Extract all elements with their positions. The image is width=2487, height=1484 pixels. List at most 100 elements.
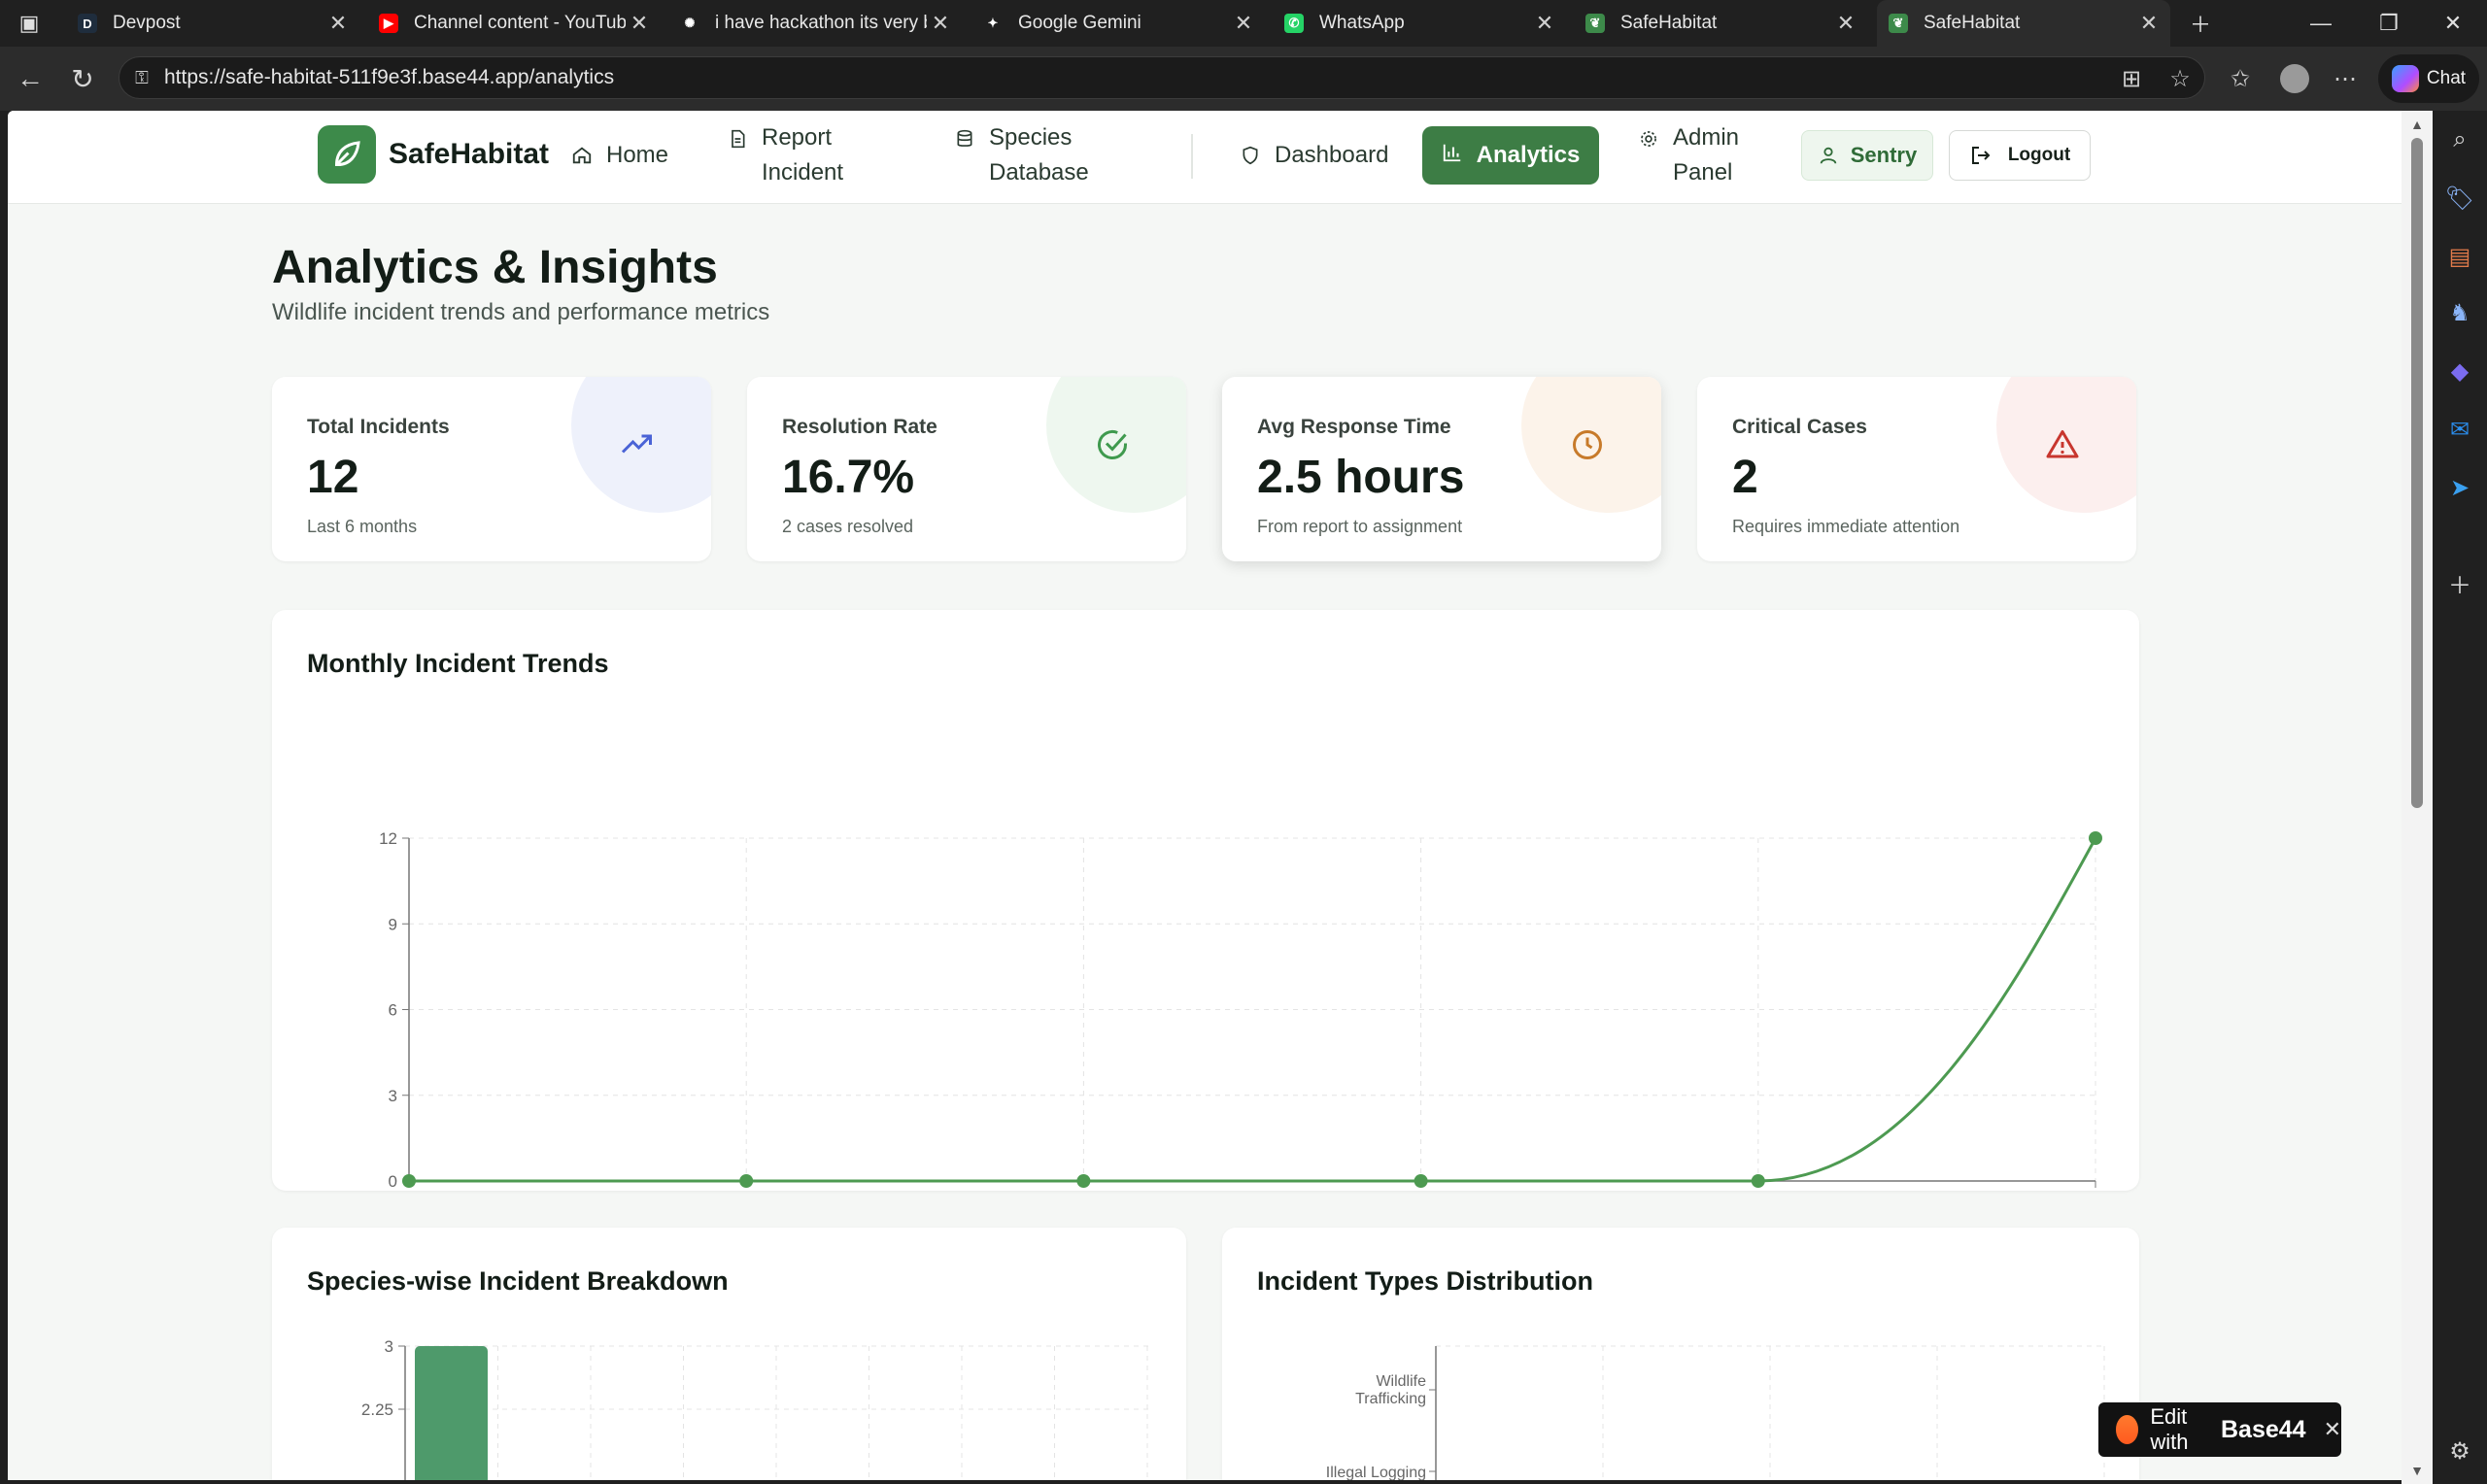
send-icon[interactable]: ➤ (2449, 474, 2470, 501)
browser-tab[interactable]: ❦ SafeHabitat ✕ (1574, 0, 1867, 47)
url-text[interactable]: https://safe-habitat-511f9e3f.base44.app… (164, 66, 615, 88)
reload-icon[interactable]: ↻ (71, 63, 94, 94)
nav-report-incident[interactable]: Report Incident (727, 120, 863, 190)
tab-title: Google Gemini (1018, 13, 1141, 33)
user-icon (1820, 147, 1836, 164)
briefcase-icon[interactable]: ▤ (2448, 243, 2471, 270)
profile-avatar-icon[interactable] (2273, 47, 2316, 111)
browser-tab[interactable]: ▶ Channel content - YouTube ✕ (367, 0, 661, 47)
y-tick-label: 3 (389, 1087, 397, 1105)
close-tab-icon[interactable]: ✕ (1234, 11, 1253, 35)
games-icon[interactable]: ♞ (2449, 299, 2470, 326)
restore-icon[interactable]: ❐ (2379, 11, 2399, 35)
stat-value: 2 (1732, 452, 1758, 503)
x-tick-label: Oct (1746, 1190, 1772, 1191)
shield-icon (1240, 145, 1261, 166)
species-bar (415, 1346, 488, 1480)
lock-icon: ⚿ (135, 67, 149, 87)
edit-with-base44-button[interactable]: Edit with Base44 ✕ (2098, 1402, 2341, 1457)
browser-tab[interactable]: ❦ SafeHabitat ✕ (1877, 0, 2170, 47)
tab-actions-icon[interactable]: ▣ (18, 11, 40, 35)
minimize-icon[interactable]: — (2310, 11, 2332, 35)
browser-tab[interactable]: D Devpost ✕ (66, 0, 359, 47)
bar-chart-icon (1442, 142, 1463, 170)
close-window-icon[interactable]: ✕ (2443, 11, 2463, 35)
logout-button[interactable]: Logout (1949, 130, 2091, 181)
stat-note: 2 cases resolved (782, 517, 914, 536)
shopping-tag-icon[interactable]: 🏷 (2444, 185, 2475, 212)
user-profile-button[interactable]: Sentry (1801, 130, 1933, 181)
close-tab-icon[interactable]: ✕ (328, 11, 348, 35)
nav-home-label: Home (606, 142, 669, 168)
alert-triangle-icon (2043, 425, 2082, 464)
address-bar[interactable]: ⚿ https://safe-habitat-511f9e3f.base44.a… (119, 56, 2205, 99)
chart-title: Monthly Incident Trends (307, 649, 609, 678)
stat-card-total-incidents: Total Incidents 12 Last 6 months (272, 377, 711, 561)
logout-icon (1971, 147, 1991, 164)
scroll-down-icon[interactable]: ▼ (2410, 1463, 2424, 1478)
app-available-icon[interactable]: ⊞ (2121, 65, 2142, 92)
nav-species-label: Species Database (989, 124, 1089, 186)
safehabitat-favicon: ❦ (1585, 14, 1605, 33)
nav-analytics-label: Analytics (1476, 142, 1581, 168)
home-icon (571, 145, 593, 166)
y-tick-label: 3 (385, 1337, 393, 1356)
page-scrollbar[interactable]: ▲ ▼ (2402, 111, 2433, 1484)
nav-species-database[interactable]: Species Database (954, 120, 1100, 190)
y-tick-label: 0 (389, 1172, 397, 1191)
outlook-icon[interactable]: ✉ (2449, 416, 2470, 443)
data-point (402, 1174, 416, 1188)
base44-logo-icon (2116, 1415, 2139, 1444)
close-tab-icon[interactable]: ✕ (630, 11, 649, 35)
close-tab-icon[interactable]: ✕ (1535, 11, 1554, 35)
back-icon[interactable]: ← (17, 63, 44, 93)
favorite-star-icon[interactable]: ☆ (2169, 65, 2191, 92)
stat-label: Avg Response Time (1257, 416, 1451, 438)
browser-tab[interactable]: ✺ i have hackathon its very big ✕ (668, 0, 962, 47)
chart-title: Species-wise Incident Breakdown (307, 1266, 729, 1296)
search-icon[interactable]: ⌕ (2453, 126, 2467, 152)
new-tab-icon[interactable]: ＋ (2189, 13, 2211, 37)
gemini-favicon: ✦ (983, 14, 1003, 33)
stat-label: Resolution Rate (782, 416, 937, 438)
nav-dashboard[interactable]: Dashboard (1240, 138, 1388, 173)
scroll-up-icon[interactable]: ▲ (2410, 117, 2424, 132)
y-tick-label: 2.25 (361, 1400, 393, 1419)
add-sidebar-app-icon[interactable]: ＋ (2448, 572, 2471, 599)
tab-title: Devpost (113, 13, 181, 33)
more-menu-icon[interactable]: ⋯ (2334, 65, 2357, 92)
y-tick-label: 6 (389, 1001, 397, 1020)
brand-name[interactable]: SafeHabitat (389, 138, 550, 170)
close-icon[interactable]: ✕ (2323, 1417, 2341, 1441)
browser-tab[interactable]: ✦ Google Gemini ✕ (971, 0, 1265, 47)
nav-analytics[interactable]: Analytics (1422, 126, 1599, 185)
monthly-trends-card: Monthly Incident Trends 0 3 6 9 12 Jun Jul Aug S… (272, 610, 2139, 1191)
incident-types-card: Incident Types Distribution Wildlife Traf… (1222, 1228, 2139, 1480)
tab-title: Channel content - YouTube (414, 13, 626, 33)
x-tick-label: Sep (1406, 1190, 1435, 1191)
copilot-sidebar-icon[interactable]: ◆ (2450, 357, 2470, 385)
stat-card-resolution-rate: Resolution Rate 16.7% 2 cases resolved (747, 377, 1186, 561)
safehabitat-favicon: ❦ (1889, 14, 1908, 33)
youtube-favicon: ▶ (379, 14, 398, 33)
close-tab-icon[interactable]: ✕ (931, 11, 950, 35)
browser-toolbar: ← ↻ ⚿ https://safe-habitat-511f9e3f.base… (0, 47, 2487, 111)
close-tab-icon[interactable]: ✕ (1836, 11, 1856, 35)
browser-sidebar: ⌕ 🏷 ▤ ♞ ◆ ✉ ➤ ＋ ⚙ (2433, 111, 2487, 1484)
chat-label: Chat (2426, 68, 2467, 88)
close-tab-icon[interactable]: ✕ (2139, 11, 2159, 35)
browser-tab[interactable]: ✆ WhatsApp ✕ (1273, 0, 1566, 47)
copilot-chat-button[interactable]: Chat (2378, 54, 2479, 103)
stat-label: Total Incidents (307, 416, 450, 438)
nav-admin-panel[interactable]: Admin Panel (1638, 120, 1764, 190)
safehabitat-logo[interactable] (318, 125, 376, 184)
sidebar-settings-icon[interactable]: ⚙ (2449, 1437, 2470, 1465)
stat-note: From report to assignment (1257, 517, 1463, 536)
stat-value: 2.5 hours (1257, 452, 1465, 503)
y-tick-label: Trafficking (1355, 1391, 1426, 1407)
nav-home[interactable]: Home (571, 138, 668, 173)
user-name: Sentry (1850, 143, 1918, 167)
y-tick-label: Illegal Logging (1326, 1465, 1426, 1480)
favorites-icon[interactable]: ✩ (2230, 65, 2251, 92)
scrollbar-thumb[interactable] (2411, 138, 2423, 808)
